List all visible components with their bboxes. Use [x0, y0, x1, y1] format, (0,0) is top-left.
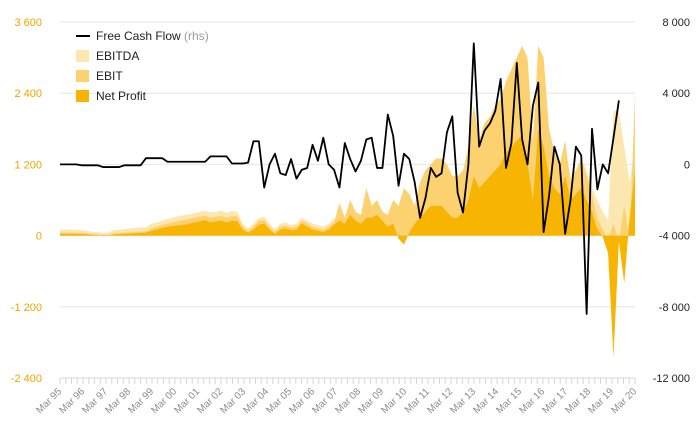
y-tick-label-left: 2 400	[14, 88, 42, 100]
y-tick-label-right: -8 000	[659, 302, 690, 314]
area-net-profit	[60, 128, 635, 358]
y-tick-label-right: -4 000	[659, 231, 690, 243]
y-tick-label-left: 3 600	[14, 17, 42, 29]
y-tick-label-left: 1 200	[14, 159, 42, 171]
line-fcf	[60, 42, 620, 315]
y-tick-label-right: 4 000	[662, 88, 690, 100]
legend-ebit-label: EBIT	[96, 69, 123, 83]
y-tick-label-left: 0	[36, 231, 42, 243]
x-tick-label: Mar 20	[609, 386, 639, 416]
legend: Free Cash Flow (rhs) EBITDA EBIT Net Pro…	[76, 29, 209, 103]
y-tick-label-left: -1 200	[11, 302, 42, 314]
legend-ebitda-swatch	[76, 50, 89, 62]
y-tick-label-right: -12 000	[653, 373, 690, 385]
y-tick-label-right: 8 000	[662, 17, 690, 29]
y-tick-label-right: 0	[684, 159, 690, 171]
line-layer	[60, 42, 620, 315]
legend-fcf-label: Free Cash Flow (rhs)	[96, 29, 209, 43]
area-layer	[60, 45, 635, 358]
legend-net-profit-label: Net Profit	[96, 89, 147, 103]
y-tick-label-left: -2 400	[11, 373, 42, 385]
legend-ebit-swatch	[76, 70, 89, 82]
legend-ebitda-label: EBITDA	[96, 49, 139, 63]
legend-net-profit-swatch	[76, 90, 89, 102]
x-tick-label: Mar 10	[379, 386, 409, 416]
